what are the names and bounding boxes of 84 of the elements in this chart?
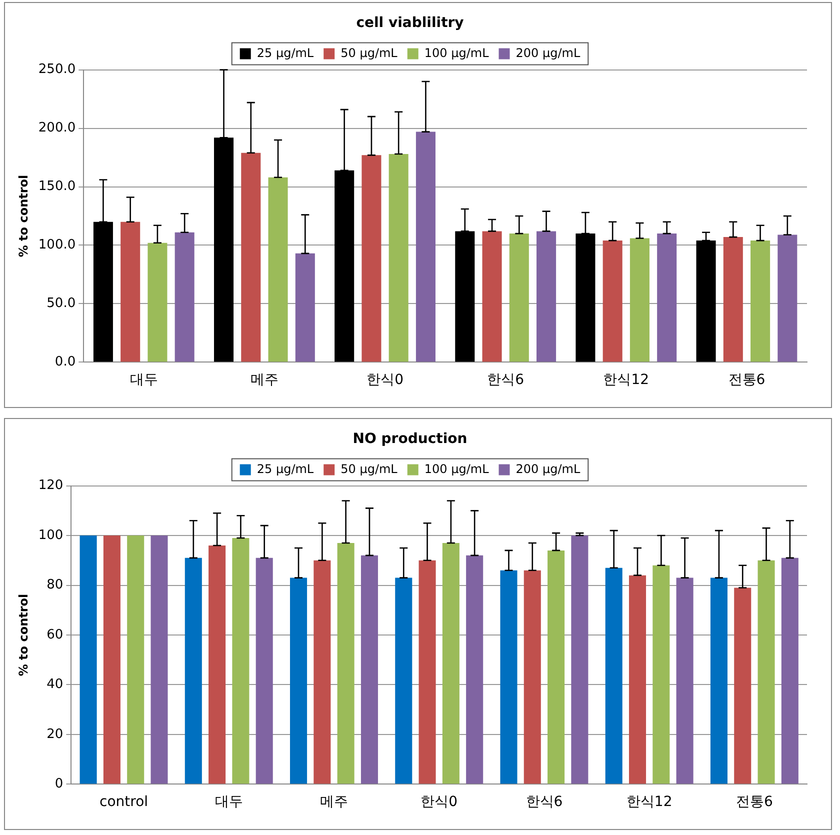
- bar: [602, 240, 622, 362]
- bar: [103, 536, 120, 784]
- bar: [416, 132, 436, 362]
- x-tick-label: 메주: [250, 372, 278, 388]
- bar: [509, 234, 529, 362]
- bar: [337, 542, 354, 784]
- x-tick-label: 한식6: [487, 372, 524, 388]
- bar: [652, 565, 670, 784]
- y-tick-label: 20: [46, 726, 64, 742]
- bar: [314, 560, 331, 784]
- y-tick-label: 150.0: [38, 179, 76, 194]
- bar: [750, 240, 770, 362]
- x-tick-label: 한식6: [526, 794, 563, 810]
- legend-label: 25 μg/mL: [256, 46, 314, 60]
- bar: [362, 155, 382, 362]
- bar: [232, 538, 250, 784]
- legend-label: 50 μg/mL: [340, 46, 398, 60]
- chart-title: NO production: [352, 431, 468, 448]
- y-tick-label: 40: [46, 677, 64, 692]
- x-tick-label: control: [100, 794, 148, 810]
- x-tick-label: 대두: [130, 372, 158, 388]
- bar: [418, 560, 436, 784]
- bar: [778, 234, 798, 362]
- bar: [657, 234, 677, 362]
- bar: [710, 578, 728, 784]
- y-tick-label: 250.0: [38, 62, 76, 78]
- bar: [150, 536, 168, 784]
- bar: [295, 253, 315, 362]
- legend-label: 200 μg/mL: [516, 46, 580, 60]
- bar: [290, 578, 308, 784]
- legend-label: 200 μg/mL: [516, 462, 580, 476]
- x-tick-label: 한식12: [603, 372, 650, 388]
- legend-label: 100 μg/mL: [424, 462, 490, 476]
- bar: [395, 578, 412, 784]
- y-tick-label: 0.0: [54, 354, 76, 370]
- bar: [241, 152, 261, 362]
- bar: [208, 545, 226, 784]
- bar: [734, 588, 752, 784]
- bar: [256, 558, 273, 784]
- y-tick-label: 120: [38, 478, 64, 494]
- bar: [148, 242, 168, 362]
- bar: [127, 536, 144, 784]
- y-tick-label: 0: [54, 776, 64, 792]
- bar: [500, 570, 518, 784]
- bar: [120, 222, 140, 362]
- legend-label: 25 μg/mL: [256, 462, 314, 476]
- x-tick-label: 한식12: [626, 794, 672, 810]
- x-tick-label: 한식0: [366, 372, 404, 388]
- bar: [268, 177, 288, 362]
- bar: [628, 575, 646, 784]
- bar: [676, 578, 694, 784]
- bar: [482, 231, 502, 362]
- bar: [630, 238, 650, 362]
- bar: [605, 568, 622, 784]
- bar: [781, 558, 798, 784]
- bar: [442, 542, 460, 784]
- x-tick-label: 전통6: [736, 794, 773, 810]
- bar: [360, 555, 378, 784]
- y-tick-label: 80: [46, 578, 64, 593]
- bar: [571, 536, 588, 784]
- x-tick-label: 메주: [320, 794, 348, 810]
- x-tick-label: 전통6: [728, 372, 766, 388]
- y-axis-title: % to control: [16, 174, 30, 258]
- legend-label: 100 μg/mL: [424, 46, 490, 60]
- y-tick-label: 100: [38, 528, 64, 543]
- bar: [524, 570, 541, 784]
- x-tick-label: 대두: [214, 794, 243, 810]
- bar: [466, 555, 484, 784]
- x-tick-label: 한식0: [420, 794, 458, 810]
- legend-label: 50 μg/mL: [340, 462, 398, 476]
- bar: [548, 550, 565, 784]
- bar: [80, 536, 97, 784]
- y-tick-label: 200.0: [38, 120, 76, 136]
- bar: [536, 231, 556, 362]
- y-axis-title: % to control: [16, 594, 30, 676]
- y-tick-label: 50.0: [46, 296, 76, 312]
- bar: [758, 560, 775, 784]
- y-tick-label: 100.0: [38, 238, 76, 253]
- bar: [184, 558, 202, 784]
- chart-title: cell viablilitry: [356, 15, 464, 32]
- y-tick-label: 60: [46, 627, 64, 642]
- bar: [723, 237, 743, 362]
- bar: [174, 232, 194, 362]
- bar: [388, 154, 408, 362]
